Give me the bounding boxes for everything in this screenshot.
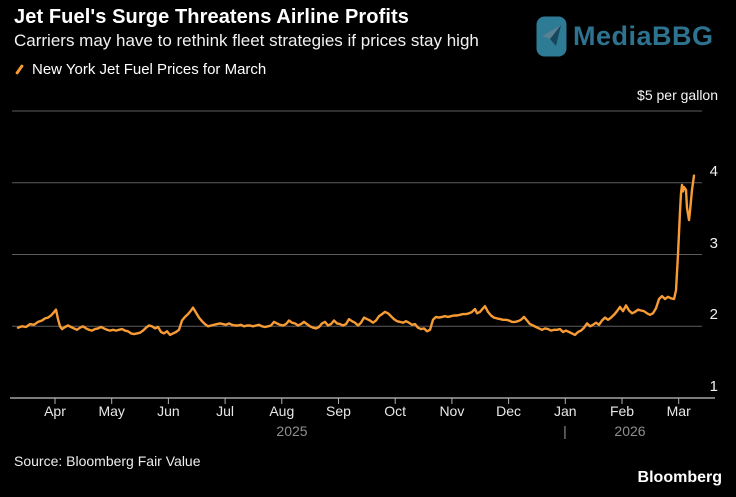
x-tick-label-mar: Mar: [666, 403, 691, 419]
source-note: Source: Bloomberg Fair Value: [14, 453, 201, 469]
x-tick-label-nov: Nov: [439, 403, 465, 419]
year-label-2025: 2025: [276, 423, 308, 439]
y-tick-label-1: 1: [709, 378, 718, 395]
y-tick-label-2: 2: [709, 306, 718, 324]
y-tick-label-4: 4: [709, 162, 718, 180]
paper-plane-icon: [536, 16, 567, 57]
x-tick-label-apr: Apr: [44, 403, 66, 419]
y-tick-label-3: 3: [709, 234, 718, 252]
bloomberg-wordmark: Bloomberg: [637, 469, 722, 486]
page-subtitle: Carriers may have to rethink fleet strat…: [14, 31, 479, 50]
x-tick-label-jun: Jun: [157, 403, 180, 419]
mediabbg-wordmark: MediaBBG: [573, 21, 714, 51]
x-tick-label-sep: Sep: [326, 403, 351, 419]
x-tick-label-aug: Aug: [269, 403, 295, 419]
year-divider: |: [563, 423, 567, 439]
legend-series-label: New York Jet Fuel Prices for March: [32, 61, 267, 78]
mediabbg-logo: MediaBBG: [536, 16, 714, 57]
x-tick-label-may: May: [98, 403, 125, 419]
year-label-2026: 2026: [614, 423, 646, 439]
page-title: Jet Fuel's Surge Threatens Airline Profi…: [14, 6, 409, 28]
y-axis-unit-label: $5 per gallon: [637, 87, 718, 103]
chart-legend: New York Jet Fuel Prices for March: [14, 61, 266, 78]
x-tick-label-jul: Jul: [216, 403, 235, 419]
x-tick-label-dec: Dec: [496, 403, 522, 419]
x-tick-label-jan: Jan: [554, 403, 577, 419]
x-tick-label-oct: Oct: [384, 403, 407, 419]
price-line: [16, 174, 696, 337]
x-tick-label-feb: Feb: [609, 403, 635, 419]
